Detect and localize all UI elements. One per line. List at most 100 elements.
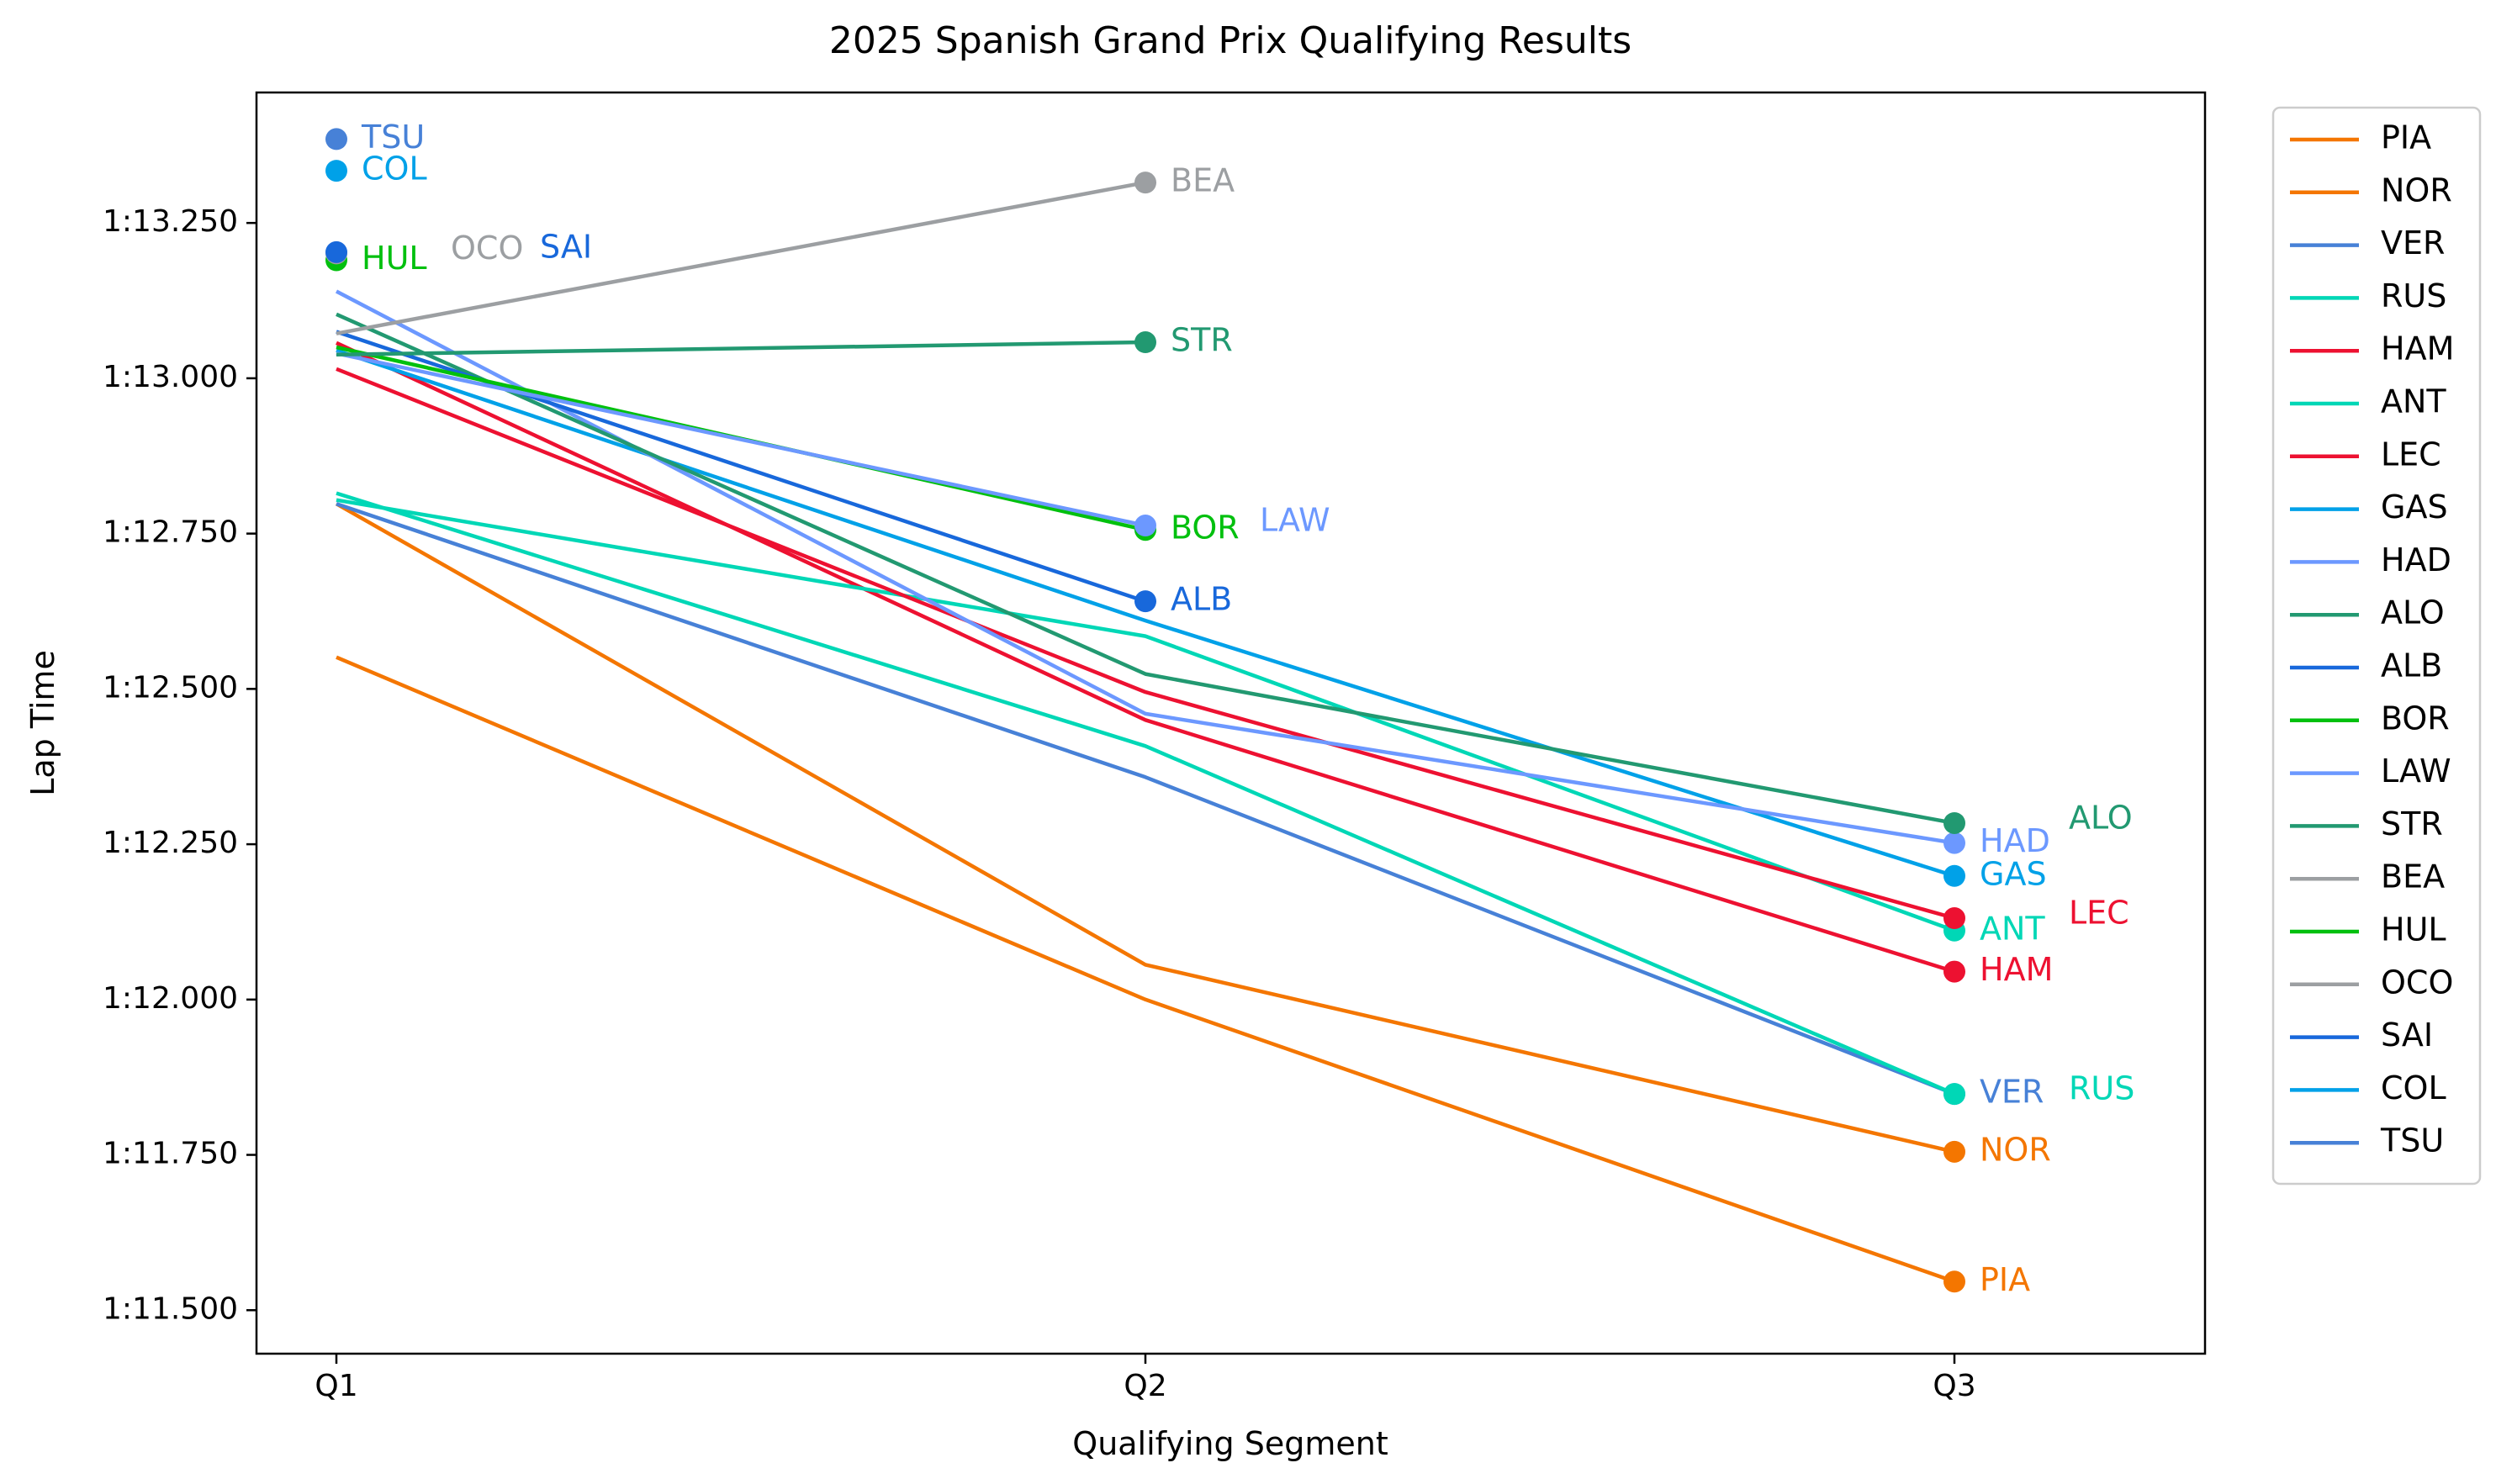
legend-label: HUL <box>2381 911 2446 948</box>
legend-item-nor: NOR <box>2290 172 2452 209</box>
series-str <box>336 331 1156 357</box>
series-tsu <box>325 128 347 151</box>
legend-label: SAI <box>2381 1017 2433 1054</box>
legend-item-pia: PIA <box>2290 119 2431 156</box>
legend-label: LAW <box>2381 753 2451 790</box>
point-label-str: STR <box>1171 322 1233 359</box>
end-point-gas <box>1943 864 1965 887</box>
end-point-bea <box>1134 172 1156 194</box>
series-nor <box>335 502 1965 1163</box>
legend-label: ALO <box>2381 594 2445 631</box>
point-label-alo: ALO <box>2069 799 2133 836</box>
legend-item-str: STR <box>2290 805 2443 842</box>
point-label-ham: HAM <box>1980 951 2053 988</box>
y-tick-label: 1:11.500 <box>103 1291 238 1326</box>
legend-label: PIA <box>2381 119 2431 156</box>
series-line-gas <box>336 348 1955 878</box>
point-label-nor: NOR <box>1980 1131 2051 1168</box>
series-line-ant <box>336 498 1955 932</box>
plot-frame <box>255 91 2207 1355</box>
point-label-lec: LEC <box>2069 895 2129 932</box>
series-alo <box>336 312 1965 834</box>
legend-item-alb: ALB <box>2290 647 2442 684</box>
y-tick-label: 1:13.250 <box>103 204 238 239</box>
series-lec <box>336 367 1965 930</box>
end-point-nor <box>1943 1140 1965 1163</box>
series-line-pia <box>336 655 1955 1284</box>
point-label-bor: BOR <box>1171 510 1240 547</box>
legend-label: COL <box>2381 1069 2446 1106</box>
legend-item-had: HAD <box>2290 541 2451 578</box>
end-point-str <box>1134 331 1156 354</box>
legend-item-rus: RUS <box>2290 277 2446 314</box>
y-tick-label: 1:13.000 <box>103 360 238 394</box>
series-had <box>335 289 1965 854</box>
end-point-had <box>1943 832 1965 854</box>
point-label-ver: VER <box>1980 1074 2044 1111</box>
series-line-law <box>336 351 1146 528</box>
series-pia <box>336 655 1965 1293</box>
y-tick-label: 1:11.750 <box>103 1137 238 1171</box>
legend-label: BOR <box>2381 700 2450 737</box>
legend-item-alo: ALO <box>2290 594 2445 631</box>
point-label-bea: BEA <box>1171 162 1235 199</box>
end-point-tsu <box>325 128 347 151</box>
x-tick-label: Q1 <box>315 1369 357 1403</box>
legend-label: BEA <box>2381 858 2445 895</box>
series-ham <box>336 341 1965 983</box>
series-line-lec <box>336 367 1955 921</box>
legend-label: TSU <box>2380 1122 2444 1159</box>
end-point-pia <box>1943 1270 1965 1293</box>
legend-item-tsu: TSU <box>2290 1122 2444 1159</box>
series-line-alo <box>336 312 1955 826</box>
legend-label: HAD <box>2381 541 2451 578</box>
series-line-alb <box>336 330 1146 604</box>
legend: PIA NOR VER RUS HAM ANT LEC GAS HAD ALO ALB BOR LAW S… <box>2271 106 2482 1186</box>
legend-frame <box>2271 106 2482 1186</box>
legend-item-ham: HAM <box>2290 330 2454 367</box>
point-label-gas: GAS <box>1980 855 2047 892</box>
end-point-alo <box>1943 811 1965 834</box>
legend-item-hul: HUL <box>2290 911 2446 948</box>
point-label-hul: HUL <box>362 240 427 277</box>
legend-label: NOR <box>2381 172 2452 209</box>
legend-label: ALB <box>2381 647 2442 684</box>
series-line-nor <box>335 502 1955 1154</box>
point-label-ant: ANT <box>1980 910 2045 947</box>
legend-item-lec: LEC <box>2290 436 2441 473</box>
x-tick-label: Q3 <box>1933 1369 1975 1403</box>
legend-label: VER <box>2381 224 2445 261</box>
legend-label: STR <box>2381 805 2443 842</box>
series-line-str <box>336 340 1146 357</box>
x-tick-label: Q2 <box>1124 1369 1166 1403</box>
legend-item-ver: VER <box>2290 224 2445 261</box>
series-layer <box>325 128 1965 1293</box>
y-tick-label: 1:12.250 <box>103 826 238 860</box>
point-label-law: LAW <box>1260 502 1330 539</box>
y-tick-label: 1:12.000 <box>103 981 238 1016</box>
legend-label: HAM <box>2381 330 2454 367</box>
series-rus <box>336 491 1965 1106</box>
y-tick-label: 1:12.750 <box>103 515 238 550</box>
series-line-ham <box>336 341 1955 974</box>
point-label-sai: SAI <box>540 228 592 265</box>
y-tick-label: 1:12.500 <box>103 670 238 705</box>
legend-label: ANT <box>2381 383 2446 420</box>
end-point-rus <box>1943 1083 1965 1106</box>
axes-layer: 1:11.500 1:11.750 1:12.000 1:12.250 1:12.500… <box>103 91 2207 1403</box>
legend-label: LEC <box>2381 436 2441 473</box>
legend-item-law: LAW <box>2290 753 2451 790</box>
end-point-sai <box>325 240 347 263</box>
legend-item-col: COL <box>2290 1069 2446 1106</box>
series-col <box>325 160 347 182</box>
point-label-col: COL <box>362 151 427 187</box>
point-label-tsu: TSU <box>361 119 425 156</box>
series-line-rus <box>336 491 1955 1096</box>
end-point-alb <box>1134 590 1156 613</box>
legend-label: OCO <box>2381 964 2453 1001</box>
point-label-had: HAD <box>1980 822 2050 859</box>
legend-item-ant: ANT <box>2290 383 2446 420</box>
point-label-alb: ALB <box>1171 581 1232 618</box>
